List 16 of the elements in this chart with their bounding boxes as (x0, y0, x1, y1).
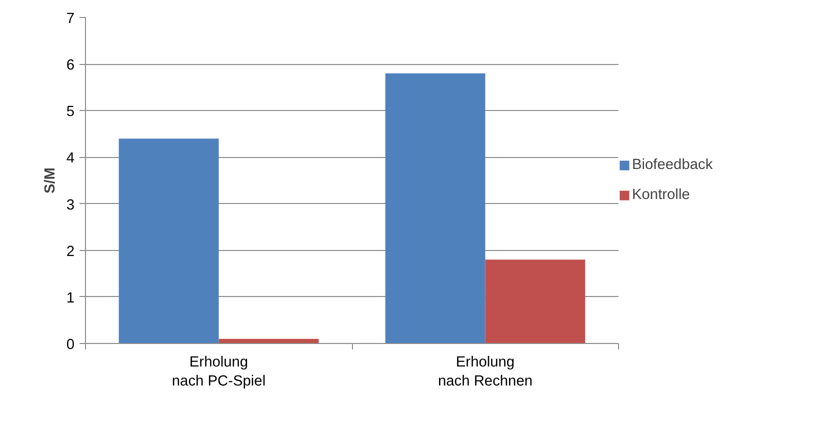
bar (385, 73, 486, 344)
x-tick-label: Erholung nach Rechnen (438, 354, 533, 390)
y-tick-label: 5 (66, 104, 75, 120)
x-tick-label: Erholung nach PC-Spiel (172, 354, 266, 390)
bar (485, 260, 586, 344)
y-tick-label: 3 (66, 197, 75, 214)
legend-label: Biofeedback (632, 157, 713, 173)
y-tick-label: 4 (66, 150, 75, 167)
y-tick-label: 0 (66, 337, 75, 353)
y-tick-label: 7 (66, 11, 75, 27)
y-tick-label: 6 (66, 58, 75, 74)
bar (118, 138, 219, 344)
y-tick-label: 2 (66, 244, 75, 260)
y-axis-title: S/M (42, 167, 58, 194)
y-tick-label: 1 (66, 290, 75, 306)
legend-label: Kontrolle (632, 187, 690, 203)
